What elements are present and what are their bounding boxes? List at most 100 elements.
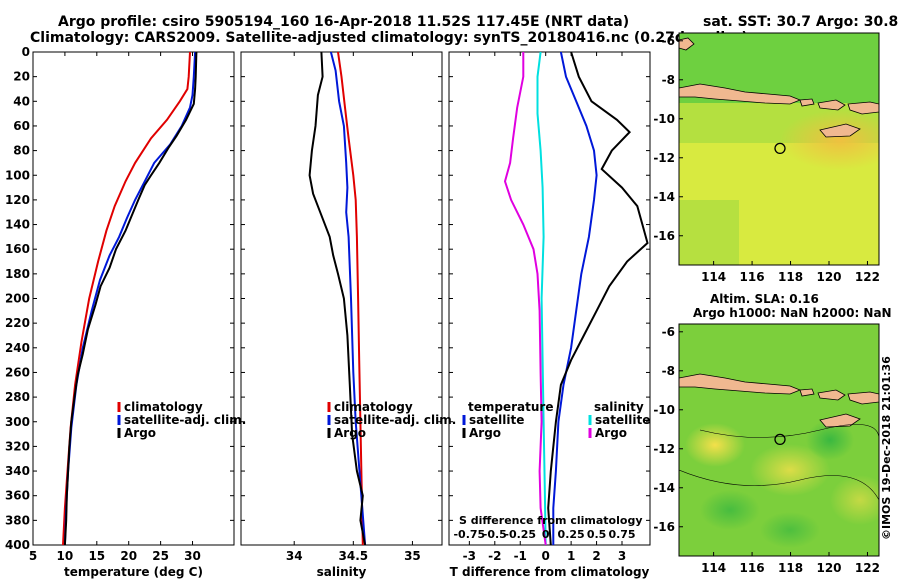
sst-java-island [679,83,802,105]
sla-low-east [806,420,854,460]
title-line-2: Climatology: CARS2009. Satellite-adjuste… [30,30,748,46]
difference-series-s-argo [503,52,547,546]
salinity-xtick-label: 35 [404,549,421,563]
depth-tick-label: 380 [5,513,30,527]
sla-map-ytick-label: -16 [653,520,675,534]
salinity-xlabel: salinity [317,565,367,579]
title-line-1: Argo profile: csiro 5905194_160 16-Apr-2… [58,14,630,30]
temperature-legend-label: Argo [124,426,156,440]
salinity-legend-label: Argo [334,426,366,440]
temperature-xlabel: temperature (deg C) [64,565,203,579]
sst-map-xtick-label: 116 [740,270,765,284]
sla-map-xtick-label: 114 [701,561,726,575]
difference-panel: -3 -2 -1 0 1 2 3 T difference from climatology S… [448,51,651,579]
sla-sumbawa-island [847,391,879,405]
s-difference-tick-label: 0 [542,528,550,541]
depth-tick-label: 140 [5,218,30,232]
depth-tick-label: 60 [13,119,30,133]
s-difference-label: S difference from climatology [459,514,643,527]
sst-float-marker [774,142,786,155]
salinity-frame [240,51,443,546]
depth-tick-label: 260 [5,365,30,379]
sst-map-frame [678,32,880,266]
s-difference-tick-label: 0.75 [608,528,635,541]
sla-bathymetry-contour-2 [679,469,879,501]
difference-xtick-label: -2 [488,549,501,563]
sst-map-ticks: 114 116 118 120 122 -6 -8 -10 -12 -14 -16 [653,34,880,284]
salinity-legend-label: satellite-adj. clim. [334,413,456,427]
sst-map-ytick-label: -16 [653,229,675,243]
sla-high-center [750,444,830,496]
sst-sumbawa-island [847,101,879,115]
temperature-xtick-label: 5 [29,549,37,563]
watermark: ©IMOS 19-Dec-2018 21:01:36 [880,356,893,540]
sst-map-ytick-label: -8 [662,73,675,87]
sla-map-subtitle: Argo h1000: NaN h2000: NaN [693,306,892,320]
sla-map-ytick-label: -6 [662,325,675,339]
sst-lombok-island [817,99,846,111]
sst-map-xtick-label: 122 [855,270,880,284]
sla-sumba-island [819,413,861,428]
depth-tick-label: 40 [13,94,30,108]
difference-legend-s-header: salinity [594,400,644,414]
sla-high-west [685,423,745,467]
sst-map-title: sat. SST: 30.7 Argo: 30.8 [703,14,899,30]
profile-panels: 0204060801001201401601802002202402602803… [5,45,651,579]
difference-series-t-argo [547,51,649,546]
depth-tick-label: 220 [5,316,30,330]
difference-legend-t-label: Argo [469,426,501,440]
depth-tick-label: 20 [13,70,30,84]
difference-legend: temperature salinitysatelliteArgosatellit… [462,400,650,440]
sla-map-xtick-label: 122 [855,561,880,575]
sla-float-marker [774,433,786,446]
sla-map-xtick-label: 118 [778,561,803,575]
salinity-series-argo [308,51,367,546]
difference-xtick-label: 1 [567,549,575,563]
temperature-xtick-label: 30 [184,549,201,563]
depth-tick-label: 120 [5,193,30,207]
sla-lombok-island [817,389,846,401]
sst-map-ytick-label: -14 [653,190,675,204]
depth-tick-label: 340 [5,464,30,478]
depth-tick-label: 80 [13,144,30,158]
depth-tick-label: 0 [22,45,30,59]
sla-map-ytick-label: -10 [653,403,675,417]
difference-xtick-label: 2 [592,549,600,563]
depth-tick-label: 320 [5,439,30,453]
temperature-legend-label: satellite-adj. clim. [124,413,246,427]
s-difference-tick-label: 0.5 [587,528,607,541]
sla-map-title: Altim. SLA: 0.16 [710,292,819,306]
sla-java-island [679,373,802,395]
difference-legend-s-label: satellite [595,413,650,427]
sst-south-west-patch [679,200,739,265]
s-difference-tick-label: -0.25 [504,528,536,541]
difference-xlabel: T difference from climatology [450,565,650,579]
sla-map-ytick-label: -8 [662,364,675,378]
temperature-xtick-label: 15 [88,549,105,563]
sla-map-frame [678,323,880,557]
difference-series-t-satellite [552,51,598,545]
sst-map-ytick-label: -10 [653,112,675,126]
difference-xtick-label: -3 [463,549,476,563]
salinity-panel: 34 34.5 35 salinity [240,51,443,579]
sla-map-xtick-label: 116 [740,561,765,575]
difference-legend-s-label: Argo [595,426,627,440]
sst-map-xtick-label: 114 [701,270,726,284]
temperature-xtick-label: 10 [57,549,74,563]
sla-low-south-west [700,490,760,530]
depth-tick-label: 200 [5,292,30,306]
sla-low-south [760,512,820,548]
sla-map-ytick-label: -14 [653,481,675,495]
salinity-xtick-label: 34 [286,549,303,563]
temperature-xtick-label: 20 [120,549,137,563]
depth-tick-label: 180 [5,267,30,281]
difference-xtick-label: 0 [542,549,550,563]
temperature-frame [32,51,235,546]
sst-map-ytick-label: -12 [653,151,675,165]
temperature-xtick-label: 25 [152,549,169,563]
sst-map: 114 116 118 120 122 -6 -8 -10 -12 -14 -16 [653,32,880,284]
sla-map-ticks: 114 116 118 120 122 -6 -8 -10 -12 -14 -16 [653,325,880,575]
sla-bathymetry-contour [699,424,879,440]
